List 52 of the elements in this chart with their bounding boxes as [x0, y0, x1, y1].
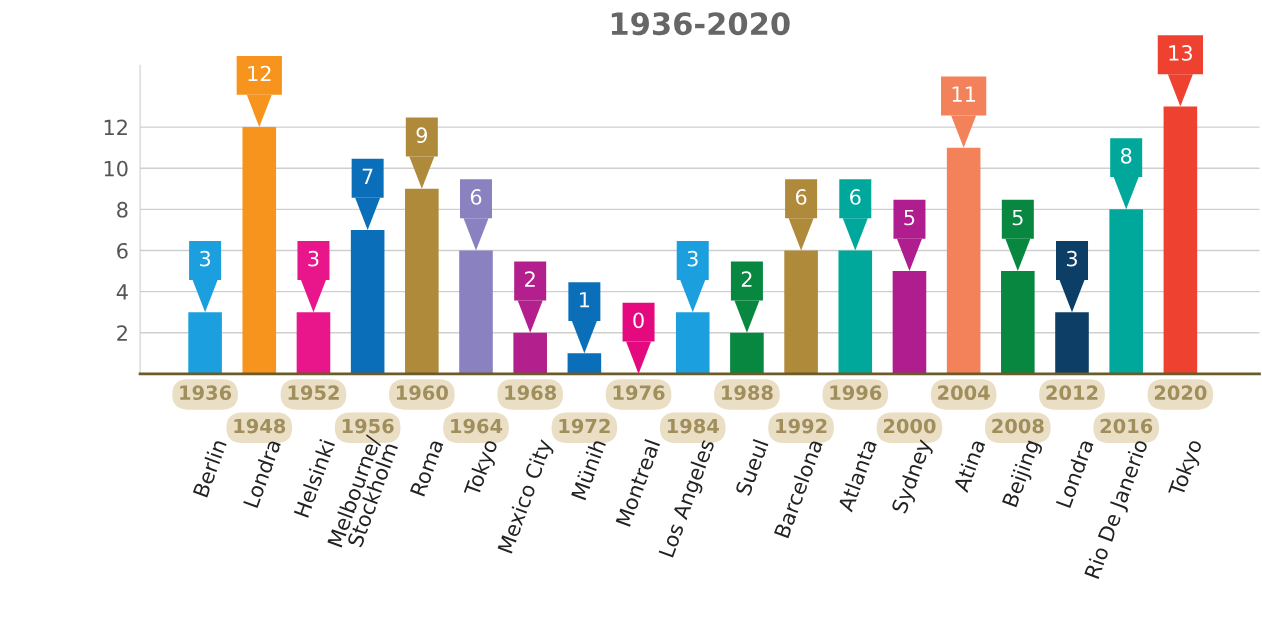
data-label: 3	[308, 250, 319, 267]
x-tick-label: 2004	[938, 385, 990, 401]
x-tick-label: 1996	[830, 385, 882, 401]
y-tick-label: 12	[104, 119, 127, 136]
data-label: 13	[1169, 45, 1192, 61]
text: Berlin	[192, 438, 227, 498]
text: Münih	[570, 438, 607, 501]
data-label: 2	[525, 271, 535, 287]
x-tick-label: 1964	[451, 418, 503, 434]
x-tick-label: 1968	[505, 385, 557, 401]
y-tick-label: 6	[117, 242, 128, 259]
data-label: 6	[795, 189, 807, 205]
data-label: 0	[633, 312, 644, 329]
text: Roma	[410, 439, 444, 497]
data-label: 8	[1120, 147, 1132, 164]
x-tick-label: 1984	[667, 418, 719, 434]
text: Tokyo	[463, 438, 502, 499]
text: Tokyo	[1167, 438, 1207, 499]
data-label: 7	[362, 168, 373, 184]
data-label: 6	[470, 189, 482, 205]
y-tick-label: 2	[117, 325, 127, 341]
x-tick-label: 2008	[992, 418, 1044, 434]
data-label: 11	[952, 86, 975, 102]
x-tick-label: 2016	[1100, 418, 1153, 434]
data-label: 9	[416, 127, 427, 144]
x-tick-label: 2012	[1046, 385, 1098, 401]
data-label: 3	[1066, 250, 1077, 267]
x-tick-label: 1960	[396, 385, 448, 401]
text: Atina	[952, 438, 986, 494]
data-label: 12	[248, 65, 271, 82]
x-tick-label: 1992	[776, 418, 827, 434]
x-tick-label: 1972	[559, 418, 610, 434]
y-tick-label: 4	[116, 284, 128, 300]
x-tick-label: 1936	[180, 385, 232, 401]
x-tick-label: 2000	[883, 418, 936, 434]
x-tick-label: 1952	[288, 385, 339, 401]
x-tick-label: 1956	[342, 418, 394, 434]
data-label: 2	[741, 271, 752, 287]
text: Sueul	[734, 438, 769, 497]
x-tick-label: 1976	[613, 385, 665, 401]
chart-title: 1936-2020	[611, 12, 790, 36]
data-label: 5	[1012, 209, 1023, 226]
y-tick-label: 8	[117, 201, 128, 218]
x-tick-label: 1948	[234, 418, 286, 434]
y-tick-label: 10	[104, 160, 128, 177]
data-label: 3	[200, 250, 211, 267]
x-tick-label: 2020	[1154, 385, 1207, 401]
data-label: 5	[904, 209, 915, 226]
data-label: 1	[580, 292, 590, 308]
data-label: 6	[850, 189, 861, 205]
x-tick-label: 1988	[722, 385, 773, 401]
data-label: 3	[687, 250, 698, 267]
